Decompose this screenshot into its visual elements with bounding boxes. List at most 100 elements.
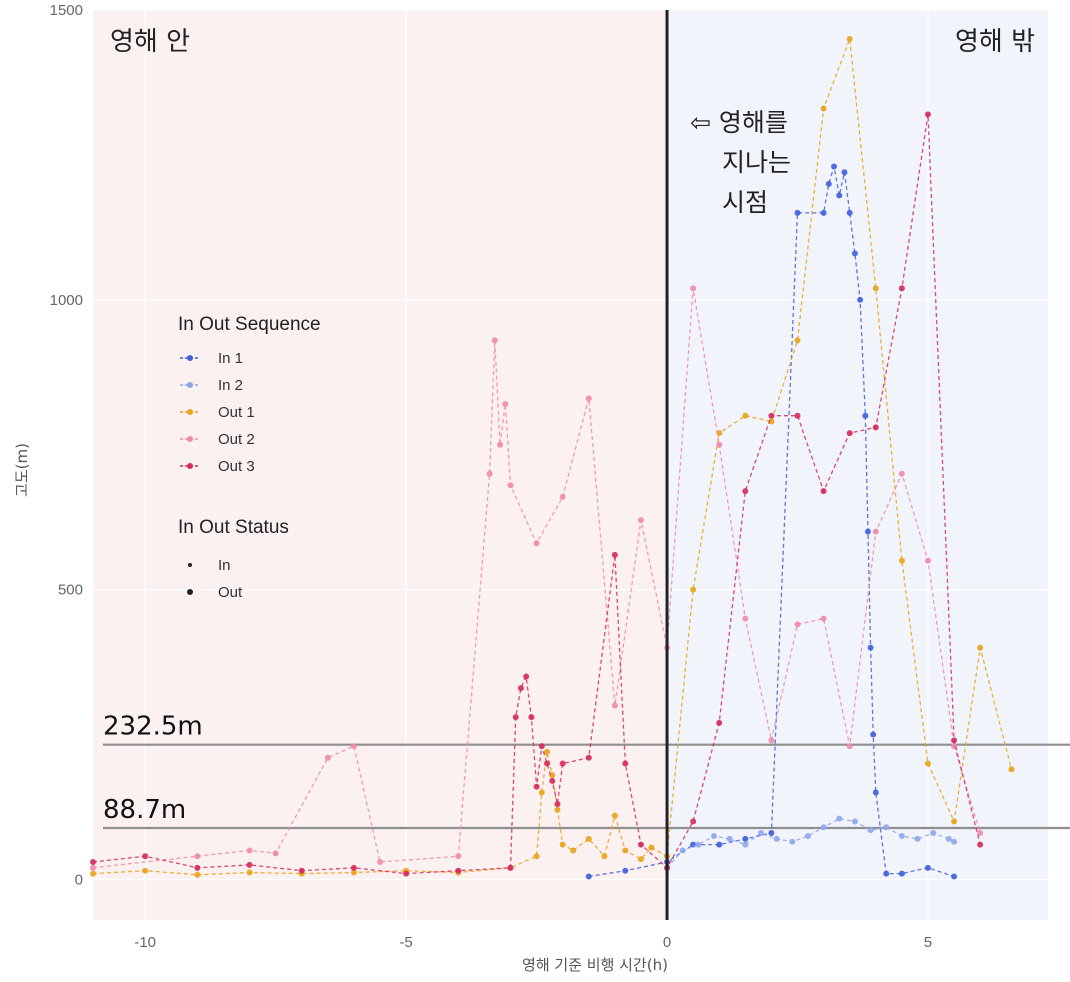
data-point	[716, 841, 723, 848]
inside-region-bg	[93, 10, 668, 920]
data-point	[898, 470, 905, 477]
threshold-label: 88.7m	[103, 795, 186, 825]
data-point	[898, 832, 905, 839]
data-point	[883, 870, 890, 877]
data-point	[716, 719, 723, 726]
data-point	[601, 853, 608, 860]
legend-label: In 2	[218, 377, 243, 394]
data-point	[924, 760, 931, 767]
data-point	[554, 801, 561, 808]
data-point	[867, 644, 874, 651]
data-point	[298, 867, 305, 874]
data-point	[350, 869, 357, 876]
data-point	[773, 835, 780, 842]
data-point	[794, 337, 801, 344]
x-tick-label: 5	[924, 934, 932, 951]
data-point	[794, 209, 801, 216]
data-point	[872, 285, 879, 292]
data-point	[1008, 766, 1015, 773]
data-point	[246, 847, 253, 854]
data-point	[611, 702, 618, 709]
data-point	[851, 818, 858, 825]
region-label-outside: 영해 밖	[955, 27, 1035, 57]
data-point	[872, 789, 879, 796]
legend-key-dot	[187, 409, 193, 415]
data-point	[794, 621, 801, 628]
data-point	[455, 853, 462, 860]
data-point	[742, 615, 749, 622]
legend-key-dot	[187, 382, 193, 388]
data-point	[559, 841, 566, 848]
legend-label: Out 3	[218, 458, 255, 475]
series-out-2	[90, 285, 984, 871]
data-point	[846, 430, 853, 437]
data-point	[977, 644, 984, 651]
legend-label: Out 1	[218, 404, 255, 421]
series-out-1	[90, 35, 1015, 878]
data-point	[924, 557, 931, 564]
series-in-1	[585, 163, 958, 880]
data-point	[142, 853, 149, 860]
data-point	[711, 832, 718, 839]
data-point	[898, 285, 905, 292]
data-point	[768, 737, 775, 744]
data-point	[846, 209, 853, 216]
data-point	[246, 861, 253, 868]
data-point	[690, 586, 697, 593]
y-axis-title: 고도(m)	[13, 443, 31, 497]
region-label-inside: 영해 안	[110, 27, 190, 57]
data-point	[870, 731, 877, 738]
data-point	[768, 830, 775, 837]
data-point	[622, 867, 629, 874]
data-point	[794, 412, 801, 419]
data-point	[867, 827, 874, 834]
data-point	[502, 401, 509, 408]
data-point	[831, 163, 838, 170]
data-point	[272, 850, 279, 857]
x-tick-label: 0	[663, 934, 671, 951]
data-point	[585, 395, 592, 402]
data-point	[90, 870, 96, 877]
data-point	[544, 748, 551, 755]
data-point	[872, 528, 879, 535]
data-point	[825, 180, 832, 187]
data-point	[585, 835, 592, 842]
data-point	[559, 493, 566, 500]
data-point	[538, 743, 545, 750]
data-point	[857, 296, 864, 303]
data-point	[585, 754, 592, 761]
threshold-label: 232.5m	[103, 712, 203, 742]
data-point	[507, 482, 514, 489]
data-point	[951, 818, 958, 825]
data-point	[194, 864, 201, 871]
legend-status-label: In	[218, 557, 231, 574]
y-tick-label: 1500	[50, 2, 83, 19]
data-point	[820, 488, 827, 495]
x-tick-label: -10	[134, 934, 156, 951]
data-point	[90, 859, 96, 866]
data-point	[194, 853, 201, 860]
data-point	[637, 841, 644, 848]
data-point	[559, 760, 566, 767]
data-point	[324, 754, 331, 761]
data-point	[820, 209, 827, 216]
data-point	[377, 859, 384, 866]
data-point	[507, 864, 514, 871]
data-point	[585, 873, 592, 880]
data-point	[491, 337, 498, 344]
data-point	[695, 841, 702, 848]
y-tick-label: 500	[58, 582, 83, 599]
data-point	[757, 830, 764, 837]
data-point	[930, 830, 937, 837]
data-point	[742, 488, 749, 495]
data-point	[716, 430, 723, 437]
data-point	[622, 847, 629, 854]
x-axis-title: 영해 기준 비행 시간(h)	[522, 956, 668, 974]
data-point	[246, 869, 253, 876]
data-point	[883, 824, 890, 831]
legend-title-sequence: In Out Sequence	[178, 314, 321, 335]
data-point	[497, 441, 504, 448]
